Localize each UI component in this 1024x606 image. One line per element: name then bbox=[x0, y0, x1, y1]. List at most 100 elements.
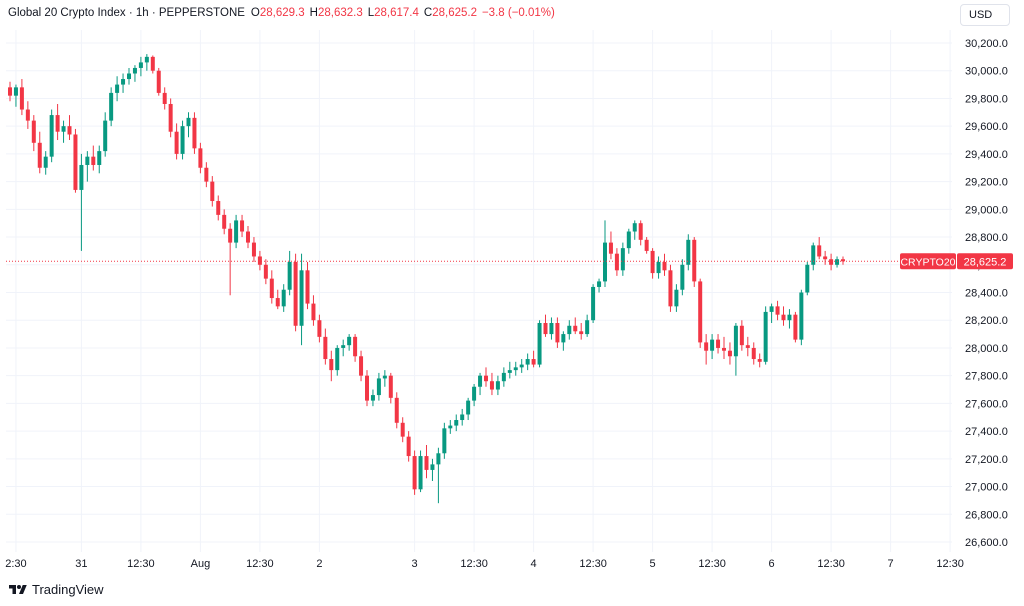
candle bbox=[8, 81, 12, 102]
candle-body bbox=[698, 281, 703, 343]
candle-body bbox=[579, 331, 584, 335]
candle bbox=[823, 250, 828, 265]
candle bbox=[632, 220, 637, 240]
candle bbox=[293, 253, 298, 332]
candle-body bbox=[275, 298, 280, 307]
y-tick-label: 29,800.0 bbox=[965, 93, 1008, 105]
candle-body bbox=[608, 242, 613, 254]
candle-body bbox=[388, 375, 393, 398]
candle bbox=[127, 67, 131, 85]
candle bbox=[180, 120, 185, 160]
candle-body bbox=[186, 117, 191, 127]
candle bbox=[365, 370, 369, 407]
currency-button[interactable]: USD bbox=[960, 4, 1010, 26]
candle-body bbox=[127, 73, 131, 80]
candle-body bbox=[55, 115, 60, 132]
candle bbox=[537, 320, 542, 368]
candle bbox=[662, 253, 667, 276]
candle bbox=[710, 334, 715, 360]
candle bbox=[347, 334, 352, 351]
candle-body bbox=[841, 259, 845, 262]
x-tick-label: 12:30 bbox=[817, 558, 845, 570]
candle-body bbox=[466, 400, 471, 415]
candle bbox=[716, 334, 721, 354]
close-value: 28,625.2 bbox=[432, 7, 477, 19]
y-tick-label: 27,000.0 bbox=[965, 482, 1008, 494]
candle bbox=[573, 317, 578, 335]
candle bbox=[555, 317, 560, 348]
candle bbox=[79, 153, 84, 251]
candles bbox=[8, 54, 845, 504]
candle-body bbox=[287, 262, 292, 290]
x-tick-label: 5 bbox=[650, 558, 656, 570]
candle-body bbox=[341, 345, 346, 348]
x-tick-label: 12:30 bbox=[246, 558, 274, 570]
candle bbox=[150, 55, 155, 74]
high-label: H bbox=[309, 7, 318, 19]
y-tick-label: 28,200.0 bbox=[965, 315, 1008, 327]
candle-body bbox=[216, 201, 221, 215]
price-tag-bg bbox=[957, 253, 1013, 270]
candle-body bbox=[799, 292, 804, 340]
candle-body bbox=[763, 311, 768, 362]
candle-body bbox=[156, 70, 161, 93]
candle bbox=[216, 195, 221, 221]
candle-body bbox=[525, 359, 530, 365]
y-axis[interactable]: 26,600.0 26,800.0 27,000.0 27,200.0 27,400.0… bbox=[965, 38, 1008, 549]
y-tick-label: 27,200.0 bbox=[965, 454, 1008, 466]
candle bbox=[668, 264, 673, 312]
candle-body bbox=[823, 256, 828, 260]
candle bbox=[281, 284, 286, 312]
candle-body bbox=[620, 248, 625, 271]
x-tick-label: 2 bbox=[316, 558, 322, 570]
candle bbox=[335, 345, 340, 376]
candle-body bbox=[61, 126, 66, 132]
candle-body bbox=[632, 223, 637, 232]
x-tick-label: 2:30 bbox=[5, 558, 26, 570]
candle bbox=[841, 256, 845, 265]
candle bbox=[686, 234, 691, 271]
candle-body bbox=[757, 359, 762, 362]
candle bbox=[251, 237, 256, 263]
candle bbox=[745, 336, 750, 357]
candle-body bbox=[299, 270, 304, 326]
candle bbox=[638, 220, 643, 246]
candle-body bbox=[674, 289, 679, 307]
candle bbox=[656, 256, 661, 279]
candle bbox=[484, 367, 488, 387]
symbol-legend[interactable]: Global 20 Crypto Index · 1h · PEPPERSTON… bbox=[8, 7, 560, 19]
candle-body bbox=[531, 359, 536, 365]
symbol-title[interactable]: Global 20 Crypto Index · 1h · PEPPERSTON… bbox=[8, 7, 245, 19]
candle bbox=[311, 295, 316, 326]
candle bbox=[168, 98, 173, 138]
candle bbox=[388, 372, 393, 404]
x-tick-label: 31 bbox=[75, 558, 87, 570]
candle bbox=[585, 314, 590, 337]
candle-body bbox=[668, 270, 673, 307]
y-tick-label: 27,800.0 bbox=[965, 371, 1008, 383]
candle bbox=[579, 322, 584, 340]
candle bbox=[275, 289, 280, 310]
candle bbox=[162, 87, 167, 110]
candle bbox=[406, 431, 411, 462]
y-tick-label: 28,800.0 bbox=[965, 232, 1008, 244]
candle bbox=[263, 259, 268, 285]
candle-body bbox=[495, 381, 500, 390]
candle-body bbox=[692, 239, 697, 282]
candle-body bbox=[43, 156, 48, 168]
candle bbox=[132, 65, 137, 82]
tradingview-watermark[interactable]: TradingView bbox=[8, 582, 104, 597]
candle bbox=[781, 306, 786, 326]
candle-body bbox=[329, 359, 334, 371]
y-tick-label: 30,200.0 bbox=[965, 38, 1008, 50]
y-tick-label: 27,600.0 bbox=[965, 398, 1008, 410]
candle bbox=[531, 350, 536, 368]
candle bbox=[174, 123, 179, 160]
candle-body bbox=[305, 270, 310, 304]
candle-body bbox=[49, 115, 54, 157]
candle-body bbox=[793, 314, 798, 340]
last-price-marker: CRYPTO20 28,625.2 bbox=[6, 253, 1013, 270]
x-axis[interactable]: 2:30 31 12:30 Aug 12:30 2 3 12:30 4 12:30 5 12:30 6 1… bbox=[5, 558, 964, 570]
candle-body bbox=[656, 262, 661, 274]
